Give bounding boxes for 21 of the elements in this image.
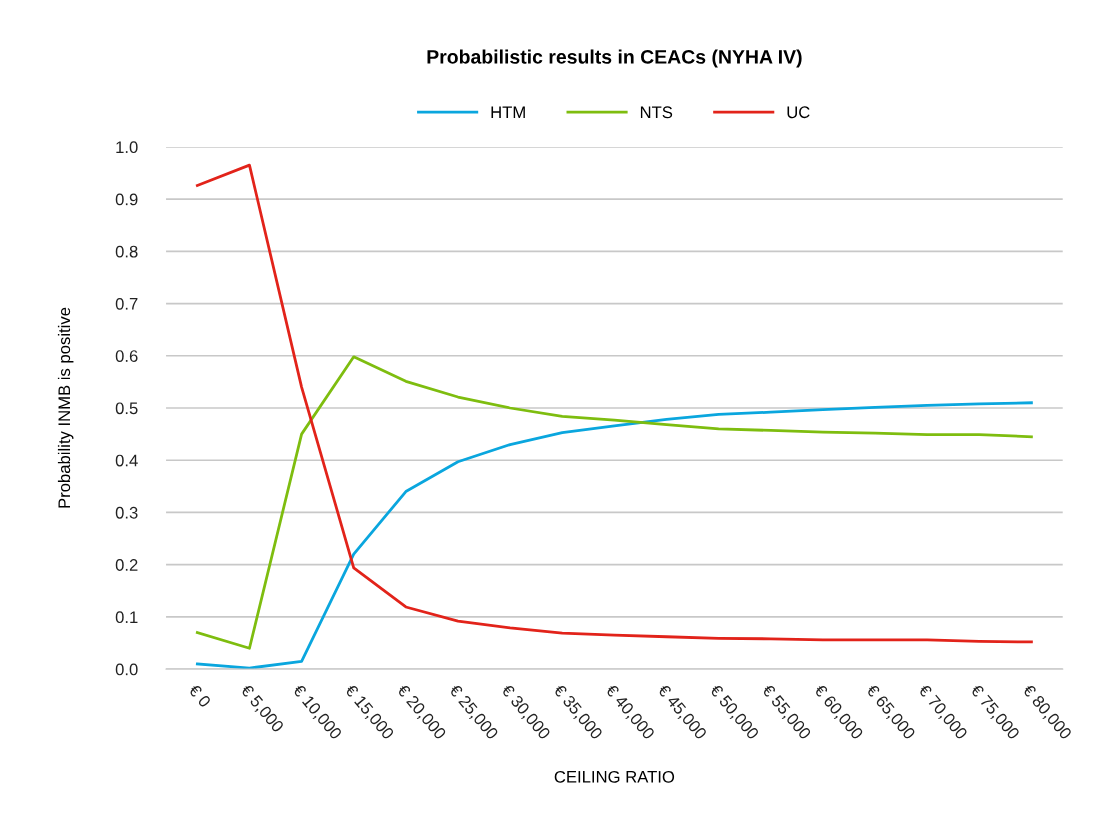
y-tick-label: 0.3 xyxy=(115,506,138,519)
y-tick-label: 0.6 xyxy=(115,350,138,362)
line-series xyxy=(195,163,1033,644)
line-series xyxy=(195,355,1033,650)
y-tick-label: 0.2 xyxy=(115,559,138,571)
y-tick-label: 0.1 xyxy=(115,611,138,624)
y-axis-title: Probability INMB is positive xyxy=(57,307,74,508)
chart-title: Probabilistic results in CEACs (NYHA IV) xyxy=(427,49,802,68)
y-tick-label: 0.9 xyxy=(115,193,138,206)
y-tick-label: 0.5 xyxy=(115,402,138,415)
y-tick-label: 0.8 xyxy=(115,245,138,258)
y-tick-label: 0.7 xyxy=(115,297,138,310)
legend-label: UC xyxy=(787,106,810,119)
y-tick-label: 1.0 xyxy=(116,141,138,154)
x-axis-title: CEILING RATIO xyxy=(554,770,675,783)
legend-label: HTM xyxy=(491,106,525,118)
legend-label: NTS xyxy=(640,106,673,119)
y-tick-label: 0.0 xyxy=(115,663,138,676)
line-series xyxy=(195,401,1033,670)
y-tick-label: 0.4 xyxy=(115,454,138,467)
x-tick-label: € 0 xyxy=(188,683,212,709)
